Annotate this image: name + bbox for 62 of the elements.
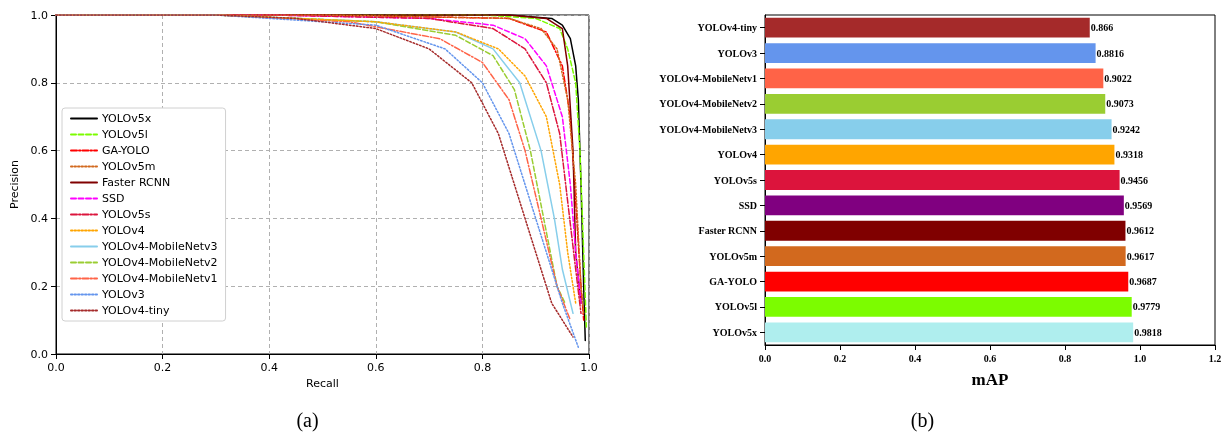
legend-label: SSD <box>102 192 125 205</box>
data-label: 0.9687 <box>1129 276 1157 288</box>
legend-label: Faster RCNN <box>102 176 171 189</box>
legend-label: YOLOv5m <box>101 160 156 173</box>
x-tick-label: 0.2 <box>153 361 172 374</box>
legend-label: YOLOv3 <box>101 288 145 301</box>
data-label: 0.9617 <box>1126 250 1155 262</box>
y-tick-label: YOLOv4-MobileNetv3 <box>659 123 757 135</box>
x-axis-title: Recall <box>306 376 339 390</box>
data-label: 0.9612 <box>1126 225 1154 237</box>
x-tick-label: 0.4 <box>260 361 278 374</box>
y-tick-label: 0.2 <box>30 279 48 293</box>
y-tick-label: YOLOv4 <box>717 149 757 161</box>
y-tick-label: YOLOv5m <box>709 250 758 262</box>
y-tick-label: GA-YOLO <box>709 276 758 288</box>
x-tick-label: 0.6 <box>367 361 385 374</box>
y-tick-label: SSD <box>738 199 757 211</box>
y-tick-label: 0.6 <box>30 144 48 158</box>
legend-label: YOLOv5s <box>101 208 151 221</box>
y-tick-label: 0.4 <box>30 211 48 225</box>
x-tick-label: 1.2 <box>1208 352 1222 364</box>
y-axis-title: Precision <box>7 159 21 210</box>
x-tick-label: 0.0 <box>758 352 772 364</box>
y-tick-label: YOLOv5s <box>713 174 758 186</box>
y-tick-label: YOLOv5l <box>714 301 758 313</box>
data-label: 0.9318 <box>1115 149 1143 161</box>
y-tick-label: Faster RCNN <box>698 225 758 237</box>
text: (b) <box>910 409 935 432</box>
x-tick-label: 0.6 <box>983 352 997 364</box>
y-tick-label: 1.0 <box>30 8 48 22</box>
legend-label: YOLOv4 <box>101 224 145 237</box>
legend-label: YOLOv4-MobileNetv1 <box>101 272 218 285</box>
y-tick-label: 0.8 <box>30 76 48 90</box>
legend-label: GA-YOLO <box>102 144 150 157</box>
data-label: 0.866 <box>1090 22 1114 34</box>
x-tick-label: 1.0 <box>580 361 598 374</box>
data-label: 0.9779 <box>1132 301 1161 313</box>
x-tick-label: 0.8 <box>473 361 492 374</box>
x-tick-label: 0.0 <box>47 361 65 374</box>
data-label: 0.9242 <box>1112 123 1141 135</box>
data-label: 0.9569 <box>1124 199 1153 211</box>
y-tick-label: YOLOv4-MobileNetv1 <box>659 72 757 84</box>
text: (a) <box>296 409 319 432</box>
legend-label: YOLOv4-tiny <box>101 304 170 317</box>
legend-label: YOLOv5l <box>101 128 148 141</box>
x-tick-label: 0.4 <box>908 352 922 364</box>
legend-label: YOLOv5x <box>101 112 152 125</box>
x-tick-label: 0.8 <box>1058 352 1072 364</box>
y-tick-label: YOLOv4-MobileNetv2 <box>659 98 757 110</box>
data-label: 0.9818 <box>1134 326 1162 338</box>
x-axis-title: mAP <box>971 370 1009 389</box>
data-label: 0.9456 <box>1120 174 1149 186</box>
data-label: 0.9073 <box>1106 98 1134 110</box>
data-label: 0.9022 <box>1104 72 1132 84</box>
y-tick-label: YOLOv3 <box>717 47 757 59</box>
legend-label: YOLOv4-MobileNetv2 <box>101 256 218 269</box>
x-tick-label: 0.2 <box>833 352 847 364</box>
y-tick-label: YOLOv5x <box>712 326 757 338</box>
y-tick-label: YOLOv4-tiny <box>697 22 757 34</box>
data-label: 0.8816 <box>1096 47 1125 59</box>
x-tick-label: 1.0 <box>1133 352 1147 364</box>
legend-label: YOLOv4-MobileNetv3 <box>101 240 218 253</box>
